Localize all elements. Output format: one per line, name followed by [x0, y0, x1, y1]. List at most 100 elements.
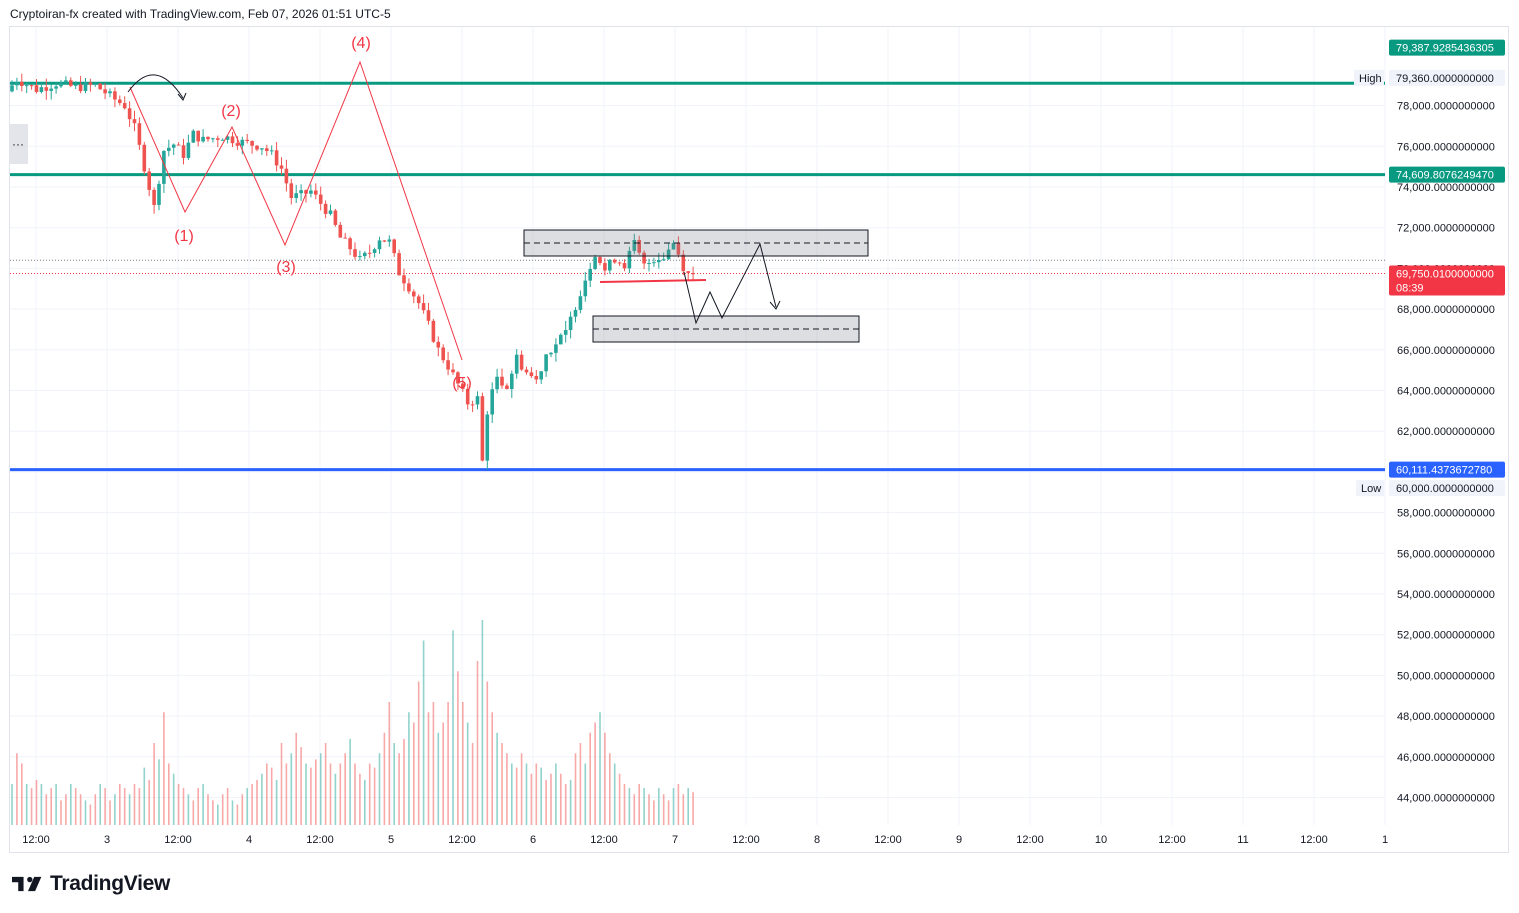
candle-body	[122, 103, 127, 109]
candle-body	[284, 168, 289, 184]
time-axis-label: 3	[104, 834, 110, 846]
volume-bar	[60, 800, 62, 825]
volume-bar	[545, 779, 547, 825]
candle-body	[500, 376, 504, 386]
candle-body	[132, 119, 137, 124]
candle-body	[407, 283, 411, 292]
volume-bar	[251, 784, 253, 825]
volume-bar	[143, 767, 146, 825]
candle-body	[39, 87, 44, 93]
candle-body	[622, 263, 627, 269]
volume-bar	[613, 763, 616, 825]
candle-body	[29, 85, 34, 87]
volume-bar	[300, 747, 302, 825]
green-level-mid-tag: 74,609.8076249470	[1396, 170, 1494, 182]
candle-body	[382, 240, 387, 242]
candle-body	[568, 316, 573, 331]
candle-body	[563, 330, 568, 335]
wave-label: (3)	[276, 259, 296, 276]
candle-body	[671, 242, 676, 250]
volume-bar	[662, 794, 665, 825]
volume-bar	[466, 722, 469, 825]
volume-bar	[432, 702, 435, 825]
candle-body	[603, 263, 607, 271]
volume-bar	[506, 753, 508, 825]
volume-bar	[84, 800, 87, 825]
volume-bar	[114, 794, 116, 825]
volume-bar	[290, 753, 293, 825]
volume-bar	[221, 794, 224, 825]
volume-bar	[45, 794, 48, 825]
price-scale-label: 66,000.0000000000	[1397, 345, 1495, 357]
volume-bar	[310, 767, 312, 825]
candle-body	[593, 257, 597, 269]
candle-body	[529, 372, 534, 377]
candle-body	[333, 210, 338, 225]
volume-bar	[540, 767, 542, 825]
candle-body	[279, 165, 284, 169]
candle-body	[372, 249, 377, 253]
time-axis-label: 12:00	[1158, 834, 1186, 846]
candle-body	[294, 193, 298, 199]
candle-body	[240, 139, 245, 146]
volume-bar	[109, 800, 111, 825]
time-axis-label: 7	[672, 834, 678, 846]
volume-bar	[437, 732, 440, 825]
collapsed-panel-handle[interactable]	[10, 124, 28, 164]
candle-body	[196, 130, 200, 142]
volume-bar	[89, 804, 92, 825]
candle-body	[299, 190, 303, 194]
candle-body	[465, 388, 470, 405]
candle-body	[235, 143, 240, 146]
candle-body	[652, 262, 656, 264]
volume-bar	[471, 743, 474, 825]
candle-body	[657, 260, 661, 263]
volume-bar	[413, 722, 415, 825]
volume-bar	[202, 784, 204, 825]
volume-bar	[192, 800, 195, 825]
candle-body	[34, 85, 39, 93]
candle-body	[162, 150, 166, 184]
volume-bar	[442, 722, 444, 825]
volume-bar	[177, 784, 180, 825]
volume-bar	[653, 800, 655, 825]
volume-bar	[329, 763, 332, 825]
volume-bar	[344, 753, 346, 825]
volume-bar	[555, 763, 557, 825]
candle-body	[20, 81, 24, 86]
volume-bar	[569, 779, 572, 825]
candle-body	[171, 144, 176, 148]
time-axis-label: 8	[814, 834, 820, 846]
candle-body	[250, 141, 254, 146]
volume-bar	[672, 788, 675, 825]
volume-bar	[236, 804, 239, 825]
candle-body	[304, 190, 308, 194]
more-icon[interactable]: ···	[12, 137, 24, 151]
candle-body	[338, 224, 343, 238]
tradingview-brand[interactable]: TradingView	[12, 872, 170, 896]
candle-body	[661, 259, 666, 261]
candle-body	[15, 81, 19, 86]
time-axis-label: 9	[956, 834, 962, 846]
volume-bar	[163, 712, 165, 825]
curved-arrow-path	[127, 74, 184, 99]
volume-bar	[677, 784, 680, 825]
volume-bar	[246, 788, 248, 825]
volume-bar	[50, 788, 52, 825]
candle-body	[309, 190, 313, 194]
volume-bar	[99, 784, 101, 825]
candle-body	[348, 238, 352, 250]
volume-bar	[207, 794, 209, 825]
volume-bar	[104, 788, 106, 825]
volume-bar	[334, 773, 337, 825]
volume-bar	[393, 743, 395, 825]
candle-body	[608, 259, 612, 271]
candle-body	[353, 249, 357, 257]
volume-bar	[491, 712, 493, 825]
candle-body	[676, 242, 681, 255]
volume-bar	[35, 779, 38, 825]
candle-body	[412, 291, 416, 297]
candle-body	[691, 272, 695, 275]
time-axis-label: 5	[388, 834, 394, 846]
